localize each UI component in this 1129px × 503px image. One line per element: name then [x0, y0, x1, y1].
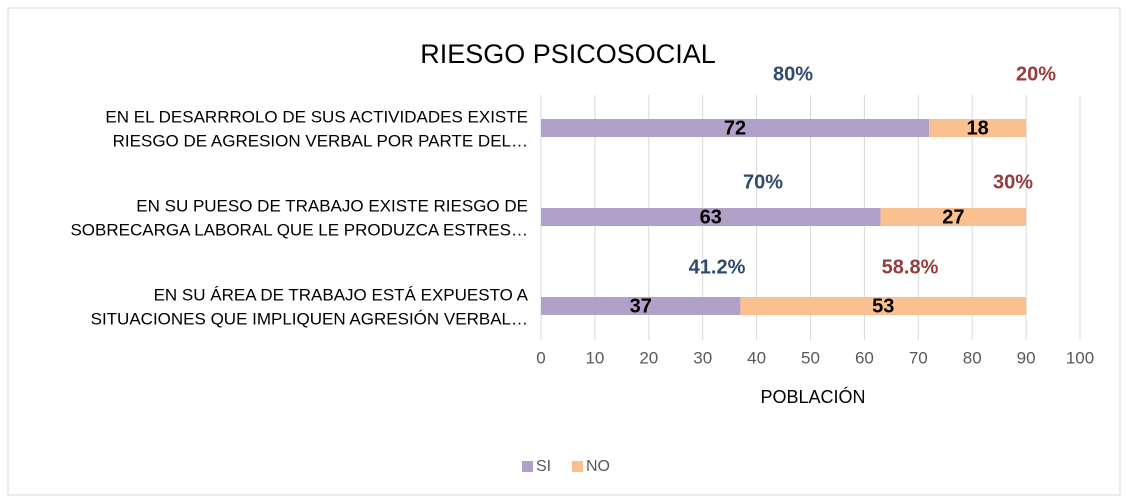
y-tick-label: EN SU PUESO DE TRABAJO EXISTE RIESGO DE — [136, 196, 528, 215]
x-tick-label: 90 — [1017, 348, 1036, 367]
x-tick-label: 30 — [693, 348, 712, 367]
bar-segment — [541, 119, 930, 137]
percent-label: 80% — [773, 63, 813, 85]
data-label: 63 — [700, 206, 722, 228]
x-axis-label: POBLACIÓN — [760, 386, 865, 407]
x-tick-label: 80 — [963, 348, 982, 367]
percent-label: 41.2% — [689, 256, 746, 278]
percent-label: 58.8% — [882, 256, 939, 278]
data-label: 18 — [966, 117, 988, 139]
y-tick-label: EN EL DESARRROLO DE SUS ACTIVIDADES EXIS… — [105, 107, 528, 126]
legend-label: NO — [586, 458, 610, 475]
percent-label: 20% — [1016, 63, 1056, 85]
y-tick-label: RIESGO DE AGRESION VERBAL POR PARTE DEL… — [113, 131, 528, 150]
chart-border — [7, 7, 1121, 496]
chart-title: RIESGO PSICOSOCIAL — [420, 39, 716, 69]
x-tick-label: 100 — [1066, 348, 1094, 367]
bar-segment — [880, 208, 1027, 226]
legend-swatch — [522, 461, 533, 472]
x-tick-label: 70 — [909, 348, 928, 367]
x-tick-label: 20 — [639, 348, 658, 367]
legend-label: SI — [536, 458, 551, 475]
percent-label: 30% — [993, 171, 1033, 193]
data-label: 53 — [872, 295, 894, 317]
x-tick-label: 40 — [747, 348, 766, 367]
y-tick-label: SOBRECARGA LABORAL QUE LE PRODUZCA ESTRE… — [70, 220, 528, 239]
legend-swatch — [572, 461, 583, 472]
x-tick-label: 0 — [536, 348, 545, 367]
x-tick-label: 60 — [855, 348, 874, 367]
y-tick-label: SITUACIONES QUE IMPLIQUEN AGRESIÓN VERBA… — [91, 309, 528, 328]
percent-label: 70% — [743, 171, 783, 193]
data-label: 72 — [724, 117, 746, 139]
y-tick-label: EN SU ÁREA DE TRABAJO ESTÁ EXPUESTO A — [154, 285, 529, 304]
x-tick-label: 10 — [585, 348, 604, 367]
data-label: 37 — [630, 295, 652, 317]
bar-segment — [929, 119, 1027, 137]
data-label: 27 — [942, 206, 964, 228]
x-tick-label: 50 — [801, 348, 820, 367]
bar-segment — [541, 297, 741, 315]
bar-segment — [740, 297, 1027, 315]
bar-segment — [541, 208, 881, 226]
